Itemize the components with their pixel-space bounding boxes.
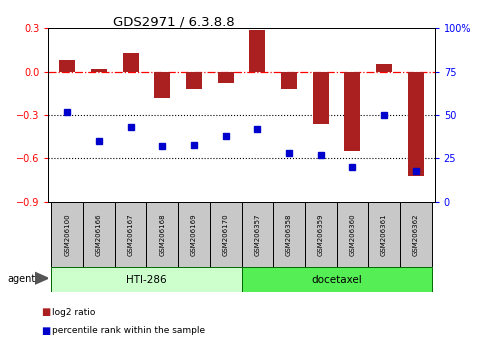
FancyBboxPatch shape: [52, 267, 242, 292]
Bar: [313, 72, 328, 124]
Text: GSM206167: GSM206167: [128, 213, 134, 256]
Bar: [155, 72, 170, 98]
Text: ■: ■: [41, 326, 50, 336]
Bar: [408, 72, 424, 176]
FancyBboxPatch shape: [210, 202, 242, 267]
FancyBboxPatch shape: [242, 267, 431, 292]
Text: GSM206100: GSM206100: [64, 213, 71, 256]
Text: agent: agent: [7, 274, 35, 284]
FancyBboxPatch shape: [178, 202, 210, 267]
Bar: [59, 60, 75, 72]
Text: GSM206357: GSM206357: [255, 213, 260, 256]
Text: GSM206362: GSM206362: [412, 213, 419, 256]
FancyBboxPatch shape: [115, 202, 146, 267]
FancyBboxPatch shape: [242, 202, 273, 267]
FancyBboxPatch shape: [305, 202, 337, 267]
Text: GSM206359: GSM206359: [318, 213, 324, 256]
Bar: [344, 72, 360, 151]
Text: GSM206170: GSM206170: [223, 213, 228, 256]
FancyBboxPatch shape: [273, 202, 305, 267]
Polygon shape: [35, 272, 48, 284]
FancyBboxPatch shape: [368, 202, 400, 267]
Bar: [249, 30, 265, 72]
FancyBboxPatch shape: [52, 202, 83, 267]
FancyBboxPatch shape: [400, 202, 431, 267]
FancyBboxPatch shape: [146, 202, 178, 267]
Bar: [123, 53, 139, 72]
Text: percentile rank within the sample: percentile rank within the sample: [52, 326, 205, 336]
Text: GSM206360: GSM206360: [349, 213, 355, 256]
Text: GDS2971 / 6.3.8.8: GDS2971 / 6.3.8.8: [113, 16, 235, 29]
Bar: [218, 72, 234, 83]
Text: HTI-286: HTI-286: [126, 275, 167, 285]
Text: GSM206361: GSM206361: [381, 213, 387, 256]
Text: GSM206358: GSM206358: [286, 213, 292, 256]
Bar: [376, 64, 392, 72]
Bar: [281, 72, 297, 89]
Text: docetaxel: docetaxel: [311, 275, 362, 285]
Text: GSM206169: GSM206169: [191, 213, 197, 256]
Bar: [186, 72, 202, 89]
FancyBboxPatch shape: [83, 202, 115, 267]
Text: GSM206168: GSM206168: [159, 213, 165, 256]
Text: log2 ratio: log2 ratio: [52, 308, 96, 317]
FancyBboxPatch shape: [337, 202, 368, 267]
Text: GSM206166: GSM206166: [96, 213, 102, 256]
Bar: [91, 69, 107, 72]
Text: ■: ■: [41, 307, 50, 317]
